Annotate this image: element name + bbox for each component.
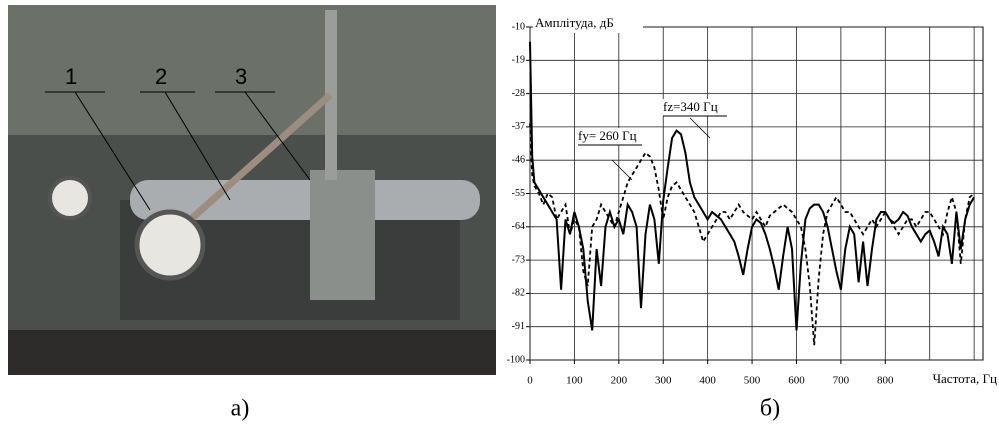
photo-wall [8, 5, 496, 135]
y-tick-label: -28 [512, 88, 525, 99]
annotation-leader [689, 117, 711, 139]
photo-label: 2 [155, 64, 167, 89]
x-tick-label: 600 [788, 375, 805, 387]
photo-base [8, 330, 496, 375]
x-tick-label: 300 [655, 375, 672, 387]
photo-shaft [130, 180, 480, 220]
x-tick-label: 500 [744, 375, 761, 387]
annotation-leader [611, 159, 633, 181]
photo-label: 1 [65, 64, 77, 89]
leader [244, 91, 311, 181]
x-tick-label: 100 [566, 375, 583, 387]
x-axis-label: Частота, Гц [933, 371, 997, 386]
leader [164, 91, 231, 201]
x-tick-label: 400 [699, 375, 716, 387]
y-tick-label: -100 [507, 354, 525, 365]
annotation-bg [577, 128, 643, 145]
x-tick-label: 700 [833, 375, 850, 387]
y-tick-label: -64 [512, 221, 525, 232]
y-tick-label: -37 [512, 121, 525, 132]
series-line [529, 123, 975, 346]
y-axis-label: Амплітуда, дБ [535, 15, 614, 30]
photo-gauge [134, 209, 206, 281]
series-line [529, 41, 975, 331]
annotation-bg [662, 99, 728, 116]
leader [74, 91, 151, 211]
photo-rod [325, 10, 337, 180]
x-tick-label: 200 [611, 375, 628, 387]
photo: 1 2 3 [8, 5, 496, 375]
photo-label: 3 [235, 64, 247, 89]
label-bg [533, 15, 643, 33]
annotation: fz=340 Гц [663, 99, 718, 114]
y-tick-label: -10 [512, 21, 525, 32]
caption: б) [760, 396, 780, 422]
photo-holder [310, 170, 375, 300]
photo-gauge [48, 176, 92, 220]
x-tick-label: 800 [877, 375, 894, 387]
y-tick-label: -73 [512, 254, 525, 265]
caption: а) [231, 396, 250, 422]
y-tick-label: -19 [512, 55, 525, 66]
annotation: fy= 260 Гц [578, 128, 637, 143]
x-tick-label: 0 [527, 375, 533, 387]
photo-arm [187, 92, 333, 223]
y-tick-label: -55 [512, 188, 525, 199]
y-tick-label: -82 [512, 288, 525, 299]
y-tick-label: -91 [512, 321, 525, 332]
y-tick-label: -46 [512, 154, 525, 165]
